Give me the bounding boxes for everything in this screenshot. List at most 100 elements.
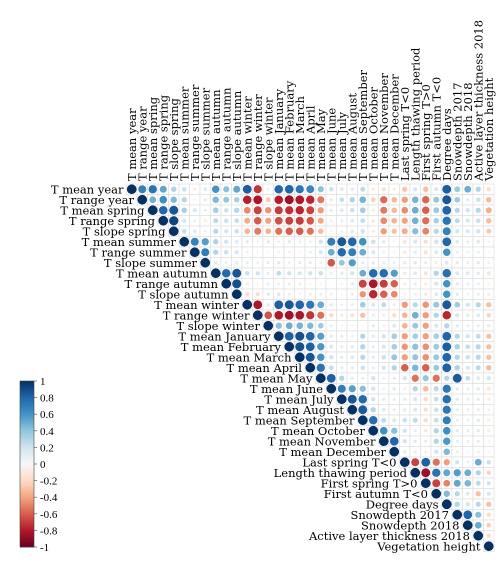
row-label: T mean August bbox=[256, 403, 344, 417]
correlation-circle bbox=[423, 397, 428, 402]
correlation-circle bbox=[223, 196, 230, 203]
correlation-circle bbox=[455, 429, 459, 433]
correlation-circle bbox=[475, 354, 481, 360]
correlation-circle bbox=[423, 186, 429, 192]
correlation-circle bbox=[193, 187, 197, 191]
legend-swatch bbox=[20, 525, 34, 528]
correlation-circle bbox=[402, 417, 408, 423]
correlation-circle bbox=[359, 385, 366, 392]
column-label: T mean autumn bbox=[209, 89, 223, 181]
correlation-circle bbox=[201, 238, 209, 246]
correlation-circle bbox=[168, 226, 179, 237]
correlation-circle bbox=[475, 365, 481, 371]
correlation-circle bbox=[466, 450, 469, 453]
correlation-circle bbox=[306, 227, 314, 235]
correlation-circle bbox=[296, 322, 304, 330]
correlation-circle bbox=[465, 334, 470, 339]
legend-swatch bbox=[20, 462, 34, 465]
correlation-circle bbox=[349, 197, 355, 203]
correlation-circle bbox=[454, 333, 460, 339]
correlation-circle bbox=[466, 240, 470, 244]
legend-swatch bbox=[20, 412, 34, 415]
correlation-circle bbox=[233, 185, 241, 193]
correlation-circle bbox=[487, 408, 491, 412]
correlation-circle bbox=[380, 206, 388, 214]
legend-swatch bbox=[20, 464, 34, 467]
correlation-circle bbox=[476, 324, 480, 328]
correlation-circle bbox=[466, 282, 470, 286]
correlation-circle bbox=[317, 311, 325, 319]
correlation-circle bbox=[336, 394, 347, 405]
correlation-circle bbox=[242, 299, 253, 310]
legend-tick-label: 0.8 bbox=[40, 393, 54, 405]
correlation-circle bbox=[273, 331, 284, 342]
correlation-circle bbox=[308, 292, 312, 296]
correlation-circle bbox=[413, 271, 418, 276]
correlation-circle bbox=[399, 457, 410, 468]
correlation-circle bbox=[422, 196, 430, 204]
row-label: Snowdepth 2018 bbox=[361, 518, 460, 532]
legend-tick-label: -0.8 bbox=[40, 525, 58, 537]
correlation-circle bbox=[465, 229, 470, 234]
correlation-circle bbox=[274, 195, 284, 205]
correlation-circle bbox=[466, 292, 470, 296]
correlation-circle bbox=[223, 207, 229, 213]
correlation-circle bbox=[434, 261, 438, 265]
correlation-circle bbox=[245, 282, 249, 286]
legend-swatch bbox=[20, 381, 34, 384]
correlation-circle bbox=[309, 282, 312, 285]
correlation-circle bbox=[442, 248, 451, 257]
correlation-circle bbox=[242, 184, 252, 194]
column-label: T range year bbox=[135, 106, 149, 181]
column-label: Degree days bbox=[440, 108, 454, 181]
correlation-circle bbox=[244, 270, 250, 276]
correlation-circle bbox=[454, 301, 461, 308]
legend-swatch bbox=[20, 502, 34, 505]
correlation-circle bbox=[433, 196, 440, 203]
correlation-circle bbox=[244, 228, 251, 235]
legend-swatch bbox=[20, 507, 34, 510]
legend-swatch bbox=[20, 477, 34, 480]
legend-swatch bbox=[20, 465, 34, 468]
correlation-circle bbox=[382, 324, 386, 328]
correlation-circle bbox=[329, 208, 333, 212]
correlation-circle bbox=[391, 343, 398, 350]
correlation-circle bbox=[486, 365, 492, 371]
row-label: T mean September bbox=[244, 413, 355, 427]
correlation-circle bbox=[424, 450, 428, 454]
correlation-circle bbox=[169, 216, 179, 226]
correlation-circle bbox=[466, 418, 470, 422]
correlation-circle bbox=[442, 205, 452, 215]
correlation-circle bbox=[465, 375, 471, 381]
correlation-circle bbox=[329, 198, 333, 202]
correlation-circle bbox=[371, 229, 375, 233]
correlation-circle bbox=[233, 196, 240, 203]
correlation-circle bbox=[328, 365, 334, 371]
correlation-circle bbox=[403, 450, 407, 454]
row-label: T slope summer bbox=[104, 256, 198, 270]
correlation-circle bbox=[169, 205, 179, 215]
correlation-circle bbox=[402, 439, 407, 444]
correlation-circle bbox=[371, 366, 375, 370]
correlation-circle bbox=[159, 185, 167, 193]
correlation-circle bbox=[422, 227, 430, 235]
legend-swatch bbox=[20, 467, 34, 470]
correlation-circle bbox=[392, 397, 396, 401]
legend-swatch bbox=[20, 535, 34, 538]
correlation-circle bbox=[179, 236, 190, 247]
correlation-circle bbox=[474, 458, 482, 466]
correlation-circle bbox=[264, 311, 273, 320]
correlation-circle bbox=[274, 310, 284, 320]
legend-swatch bbox=[20, 409, 34, 412]
legend-swatch bbox=[20, 384, 34, 387]
correlation-circle bbox=[193, 219, 197, 223]
correlation-circle bbox=[284, 300, 294, 310]
correlation-circle bbox=[371, 219, 375, 223]
correlation-circle bbox=[350, 218, 355, 223]
row-label: T slope winter bbox=[176, 319, 260, 333]
correlation-circle bbox=[486, 386, 491, 391]
correlation-circle bbox=[442, 184, 452, 194]
row-label: T mean June bbox=[250, 382, 323, 396]
correlation-circle bbox=[475, 491, 481, 497]
